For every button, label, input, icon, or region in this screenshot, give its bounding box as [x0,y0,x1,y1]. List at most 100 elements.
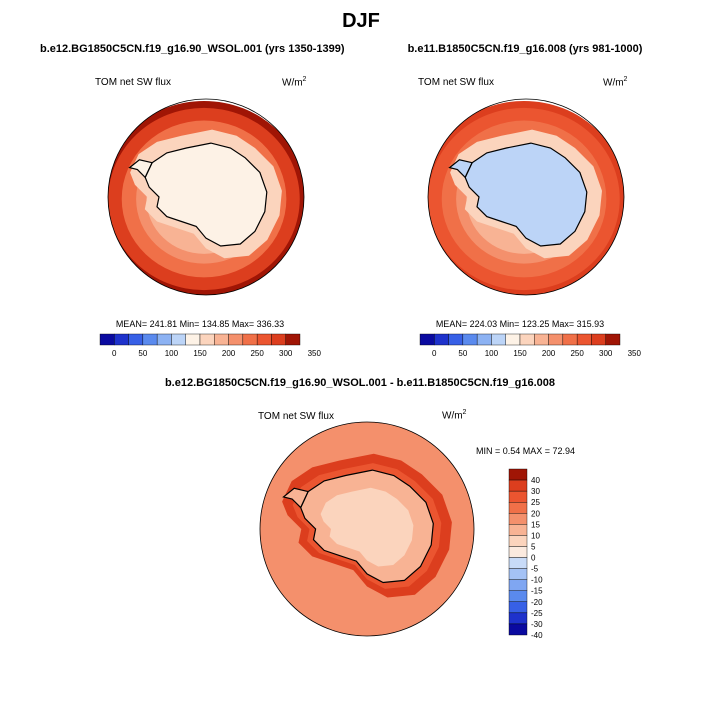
colorbar-segment [576,333,592,346]
panel-1-stats: MEAN= 241.81 Min= 134.85 Max= 336.33 [115,319,285,329]
colorbar-tick-label: 150 [513,349,527,358]
colorbar-segment [548,333,564,346]
colorbar-segment [448,333,464,346]
colorbar-tick-label: 50 [458,349,467,358]
colorbar-segment [256,333,272,346]
colorbar-segment [508,490,528,503]
map-panel-2 [428,100,624,295]
colorbar-segment [508,535,528,547]
coastline [144,142,268,247]
colorbar-segment [462,333,478,346]
colorbar-segment [114,333,129,346]
colorbar-tick-label: 50 [138,349,147,358]
colorbar-segment [476,333,492,346]
panel-1-variable-label: TOM net SW flux [95,77,171,88]
colorbar-segment [508,479,528,492]
colorbar-tick-label: -40 [531,631,543,640]
colorbar-tick-label: 25 [531,498,540,507]
colorbar-tick-label: 5 [531,542,536,551]
map-boundary [107,98,305,296]
map-boundary [259,421,475,637]
colorbar-tick-label: 300 [599,349,613,358]
colorbar-tick-label: 300 [279,349,293,358]
colorbar-segment [214,333,229,346]
colorbar-tick-label: -5 [531,565,539,574]
diff-panel-variable-label: TOM net SW flux [258,411,334,422]
colorbar-panel-2: 0 50 100 150 200 250 300 350 [419,333,642,358]
colorbar-segment [508,623,528,636]
map-panel-1 [108,100,304,295]
colorbar-tick-label: 0 [531,554,536,563]
continent-fill [465,143,587,246]
colorbar-segment [491,333,506,346]
coastline [300,469,434,584]
colorbar-segment [519,333,535,346]
colorbar-tick-label: 100 [485,349,499,358]
colorbar-tick-label: 200 [222,349,236,358]
colorbar-segment [434,333,449,346]
colorbar-tick-label: -20 [531,598,543,607]
panel-1-units: W/m2 [282,76,307,89]
colorbar-tick-label: 15 [531,520,540,529]
colorbar-tick-label: 30 [531,487,540,496]
colorbar-tick-label: 100 [165,349,179,358]
colorbar-tick-label: 250 [250,349,264,358]
colorbar-segment [591,333,606,346]
colorbar-segment [508,468,528,481]
colorbar-tick-label: 10 [531,531,540,540]
colorbar-tick-label: 0 [112,349,117,358]
colorbar-segment [508,579,528,591]
colorbar-tick-label: -30 [531,620,543,629]
colorbar-segment [508,568,528,580]
colorbar-segment [605,333,621,346]
coastline [464,142,588,247]
colorbar-tick-label: 250 [570,349,584,358]
panel-2-variable-label: TOM net SW flux [418,77,494,88]
colorbar-segment [99,333,115,346]
colorbar-segment [128,333,144,346]
colorbar-tick-label: 20 [531,509,540,518]
colorbar-tick-label: -10 [531,576,543,585]
diff-panel-title: b.e12.BG1850C5CN.f19_g16.90_WSOL.001 - b… [164,377,556,389]
panel-2-title: b.e11.B1850C5CN.f19_g16.008 (yrs 981-100… [407,43,643,55]
colorbar-segment [562,333,578,346]
colorbar-tick-label: 350 [308,349,322,358]
diff-panel-minmax: MIN = 0.54 MAX = 72.94 [476,446,576,456]
colorbar-segment [199,333,215,346]
colorbar-tick-label: -15 [531,587,543,596]
colorbar-segment [505,333,521,346]
panel-2-units: W/m2 [603,76,628,89]
colorbar-diff: 40 30 25 20 15 10 5 0 -5 -10 -15 -20 -25 -30 -40 [508,468,543,640]
colorbar-segment [228,333,244,346]
panel-2-stats: MEAN= 224.03 Min= 123.25 Max= 315.93 [435,319,605,329]
colorbar-segment [508,590,528,603]
colorbar-segment [242,333,258,346]
colorbar-segment [508,502,528,514]
page-title: DJF [342,10,380,32]
map-boundary [427,98,625,296]
colorbar-segment [142,333,158,346]
colorbar-panel-1: 0 50 100 150 200 250 300 350 [99,333,322,358]
colorbar-segment [419,333,435,346]
diff-panel-units: W/m2 [442,409,467,422]
colorbar-tick-label: 40 [531,476,540,485]
colorbar-segment [508,557,528,569]
colorbar-tick-label: 0 [432,349,437,358]
colorbar-segment [171,333,186,346]
colorbar-segment [271,333,286,346]
colorbar-tick-label: 350 [628,349,642,358]
continent-fill [145,143,267,246]
colorbar-tick-label: 150 [193,349,207,358]
colorbar-segment [508,601,528,614]
colorbar-tick-label: 200 [542,349,556,358]
colorbar-segment [508,546,528,558]
colorbar-segment [508,513,528,525]
colorbar-segment [156,333,172,346]
colorbar-segment [185,333,201,346]
colorbar-segment [508,612,528,625]
colorbar-segment [508,524,528,536]
panel-1-title: b.e12.BG1850C5CN.f19_g16.90_WSOL.001 (yr… [40,43,345,55]
colorbar-segment [285,333,301,346]
map-panel-diff [260,422,474,636]
